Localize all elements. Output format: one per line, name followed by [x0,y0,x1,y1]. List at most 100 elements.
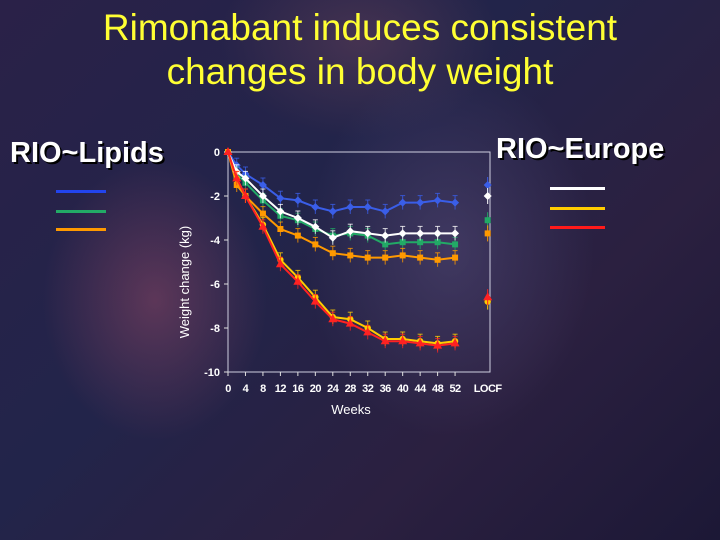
data-point-s2-12 [417,239,424,246]
locf-point-s1 [483,181,492,189]
data-point-s3-3 [259,210,266,217]
x-tick-label: 52 [449,383,461,395]
x-tick-label: 12 [275,383,287,395]
x-tick-label: 0 [225,383,231,395]
data-point-s3-7 [329,250,336,257]
data-point-s1-8 [346,203,355,211]
data-point-s3-8 [347,252,354,259]
y-tick-label: -6 [210,279,220,291]
data-point-s1-7 [328,207,337,216]
locf-point-s4 [483,192,492,200]
data-point-s6-6 [310,296,320,305]
data-point-s1-12 [416,198,425,207]
x-tick-label-locf: LOCF [474,383,503,395]
y-tick-label: 0 [214,147,220,159]
data-point-s3-14 [452,254,459,261]
legend-line-lipids-2 [56,210,106,213]
y-axis-label: Weight change (kg) [177,226,192,339]
series-line-6 [227,151,456,347]
data-point-s1-6 [311,203,320,211]
legend-line-europe-1 [550,187,605,190]
data-point-s6-13 [433,340,443,349]
data-point-s3-10 [382,254,389,261]
x-tick-label: 8 [260,383,266,395]
data-point-s4-9 [363,229,372,238]
data-point-s4-10 [381,231,390,240]
data-point-s6-11 [398,336,408,345]
data-point-s6-4 [275,259,285,268]
data-point-s1-3 [258,181,267,189]
title-line-1: Rimonabant induces consistent [102,7,618,48]
data-point-s1-11 [398,198,407,207]
data-point-s3-6 [312,241,319,248]
data-point-s4-14 [451,229,460,238]
legend-line-europe-3 [550,226,605,229]
data-point-s4-3 [258,192,267,200]
slide-title: Rimonabant induces consistent changes in… [0,6,720,94]
x-tick-label: 44 [415,383,428,395]
data-point-s1-10 [381,207,390,216]
plot-frame [227,151,491,373]
data-point-s6-2 [240,191,250,199]
data-point-s6-0 [223,147,233,155]
legend-line-europe-2 [550,207,605,210]
data-point-s1-13 [433,196,442,205]
data-point-s2-14 [452,241,459,248]
data-point-s6-10 [380,336,390,345]
data-point-s1-14 [451,198,460,207]
y-tick-label: -4 [210,235,221,247]
data-point-s4-2 [241,174,250,183]
data-point-s6-12 [415,338,425,347]
data-point-s4-8 [346,227,355,236]
data-point-s4-12 [416,229,425,238]
data-point-s6-1 [232,173,242,182]
data-point-s6-7 [328,314,338,323]
data-point-s6-3 [258,221,268,230]
data-point-s3-12 [417,254,424,261]
legend-line-lipids-1 [56,190,106,193]
data-point-s6-5 [293,276,303,285]
series-line-5 [227,151,456,345]
data-point-s6-14 [450,338,460,347]
x-tick-label: 28 [345,383,357,395]
data-point-s6-9 [363,327,373,336]
data-point-s3-11 [399,252,406,259]
data-point-s4-13 [433,229,442,238]
data-point-s6-8 [345,318,355,327]
rio-europe-label: RIO~Europe [496,133,665,165]
data-point-s4-4 [276,207,285,216]
data-point-s1-9 [363,203,372,211]
data-point-s3-13 [434,256,441,263]
x-tick-label: 24 [327,383,340,395]
data-point-s3-9 [364,254,371,261]
data-point-s4-11 [398,229,407,238]
x-tick-label: 32 [362,383,374,395]
data-point-s3-5 [294,232,301,239]
x-axis-label: Weeks [331,402,371,417]
legend-line-lipids-3 [56,228,106,231]
x-tick-label: 40 [397,383,409,395]
data-point-s4-6 [311,222,320,231]
y-tick-label: -2 [210,191,220,203]
y-tick-label: -8 [210,323,220,335]
data-point-s3-4 [277,226,284,232]
y-tick-label: -10 [204,367,220,379]
data-point-s2-13 [434,239,441,246]
locf-point-s2 [484,217,491,224]
locf-point-s6 [483,292,493,301]
locf-point-s3 [484,230,491,237]
x-tick-label: 36 [380,383,392,395]
x-tick-label: 20 [310,383,322,395]
data-point-s2-11 [399,239,406,246]
rio-lipids-label: RIO~Lipids [10,137,164,169]
data-point-s4-5 [293,214,302,222]
data-point-s1-4 [276,194,285,203]
data-point-s1-5 [293,196,302,205]
data-point-s2-10 [382,241,389,248]
title-line-2: changes in body weight [166,51,554,92]
x-tick-label: 48 [432,383,444,395]
data-point-s4-7 [328,233,337,242]
x-tick-label: 16 [292,383,304,395]
